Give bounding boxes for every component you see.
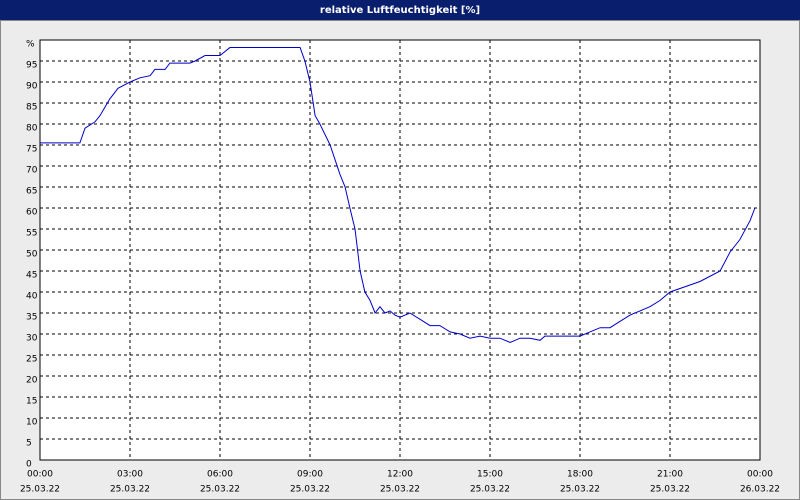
title-bar [0, 0, 800, 20]
x-tick-label: 06:00 [207, 470, 233, 480]
y-tick-label: 60 [26, 208, 38, 218]
x-tick-label: 12:00 [387, 470, 413, 480]
x-tick-label: 15:00 [477, 470, 503, 480]
x-tick-date: 25.03.22 [650, 485, 690, 495]
y-tick-label: 90 [26, 82, 38, 92]
x-tick-date: 25.03.22 [290, 485, 330, 495]
y-tick-label: 80 [26, 124, 38, 134]
x-tick-label: 21:00 [657, 470, 683, 480]
y-tick-label: 25 [26, 355, 37, 365]
x-tick-date: 25.03.22 [380, 485, 420, 495]
x-tick-label: 00:00 [747, 470, 773, 480]
y-tick-label: 15 [26, 397, 37, 407]
y-tick-label: 45 [26, 271, 37, 281]
x-tick-label: 03:00 [117, 470, 143, 480]
y-tick-label: 75 [26, 145, 37, 155]
y-tick-label: 0 [26, 460, 32, 470]
y-tick-label: 95 [26, 61, 37, 71]
x-tick-date: 25.03.22 [560, 485, 600, 495]
data-line [40, 47, 756, 343]
x-tick-date: 26.03.22 [740, 485, 780, 495]
x-tick-label: 18:00 [567, 470, 593, 480]
y-tick-label: 40 [26, 292, 38, 302]
x-tick-date: 25.03.22 [110, 485, 150, 495]
x-tick-date: 25.03.22 [200, 485, 240, 495]
y-tick-label: 50 [26, 250, 38, 260]
y-tick-label: 35 [26, 313, 37, 323]
y-tick-label: 20 [26, 376, 38, 386]
x-tick-date: 25.03.22 [470, 485, 510, 495]
x-tick-label: 09:00 [297, 470, 323, 480]
x-tick-date: 25.03.22 [20, 485, 60, 495]
y-tick-label: 65 [26, 187, 37, 197]
y-tick-label: 10 [26, 418, 38, 428]
y-tick-label: 55 [26, 229, 37, 239]
y-tick-label: 30 [26, 334, 38, 344]
chart-title: relative Luftfeuchtigkeit [%] [320, 5, 480, 16]
y-tick-label: 70 [26, 166, 38, 176]
y-tick-label: 5 [26, 439, 32, 449]
y-tick-label: % [26, 40, 35, 50]
y-tick-label: 85 [26, 103, 37, 113]
x-tick-label: 00:00 [27, 470, 53, 480]
